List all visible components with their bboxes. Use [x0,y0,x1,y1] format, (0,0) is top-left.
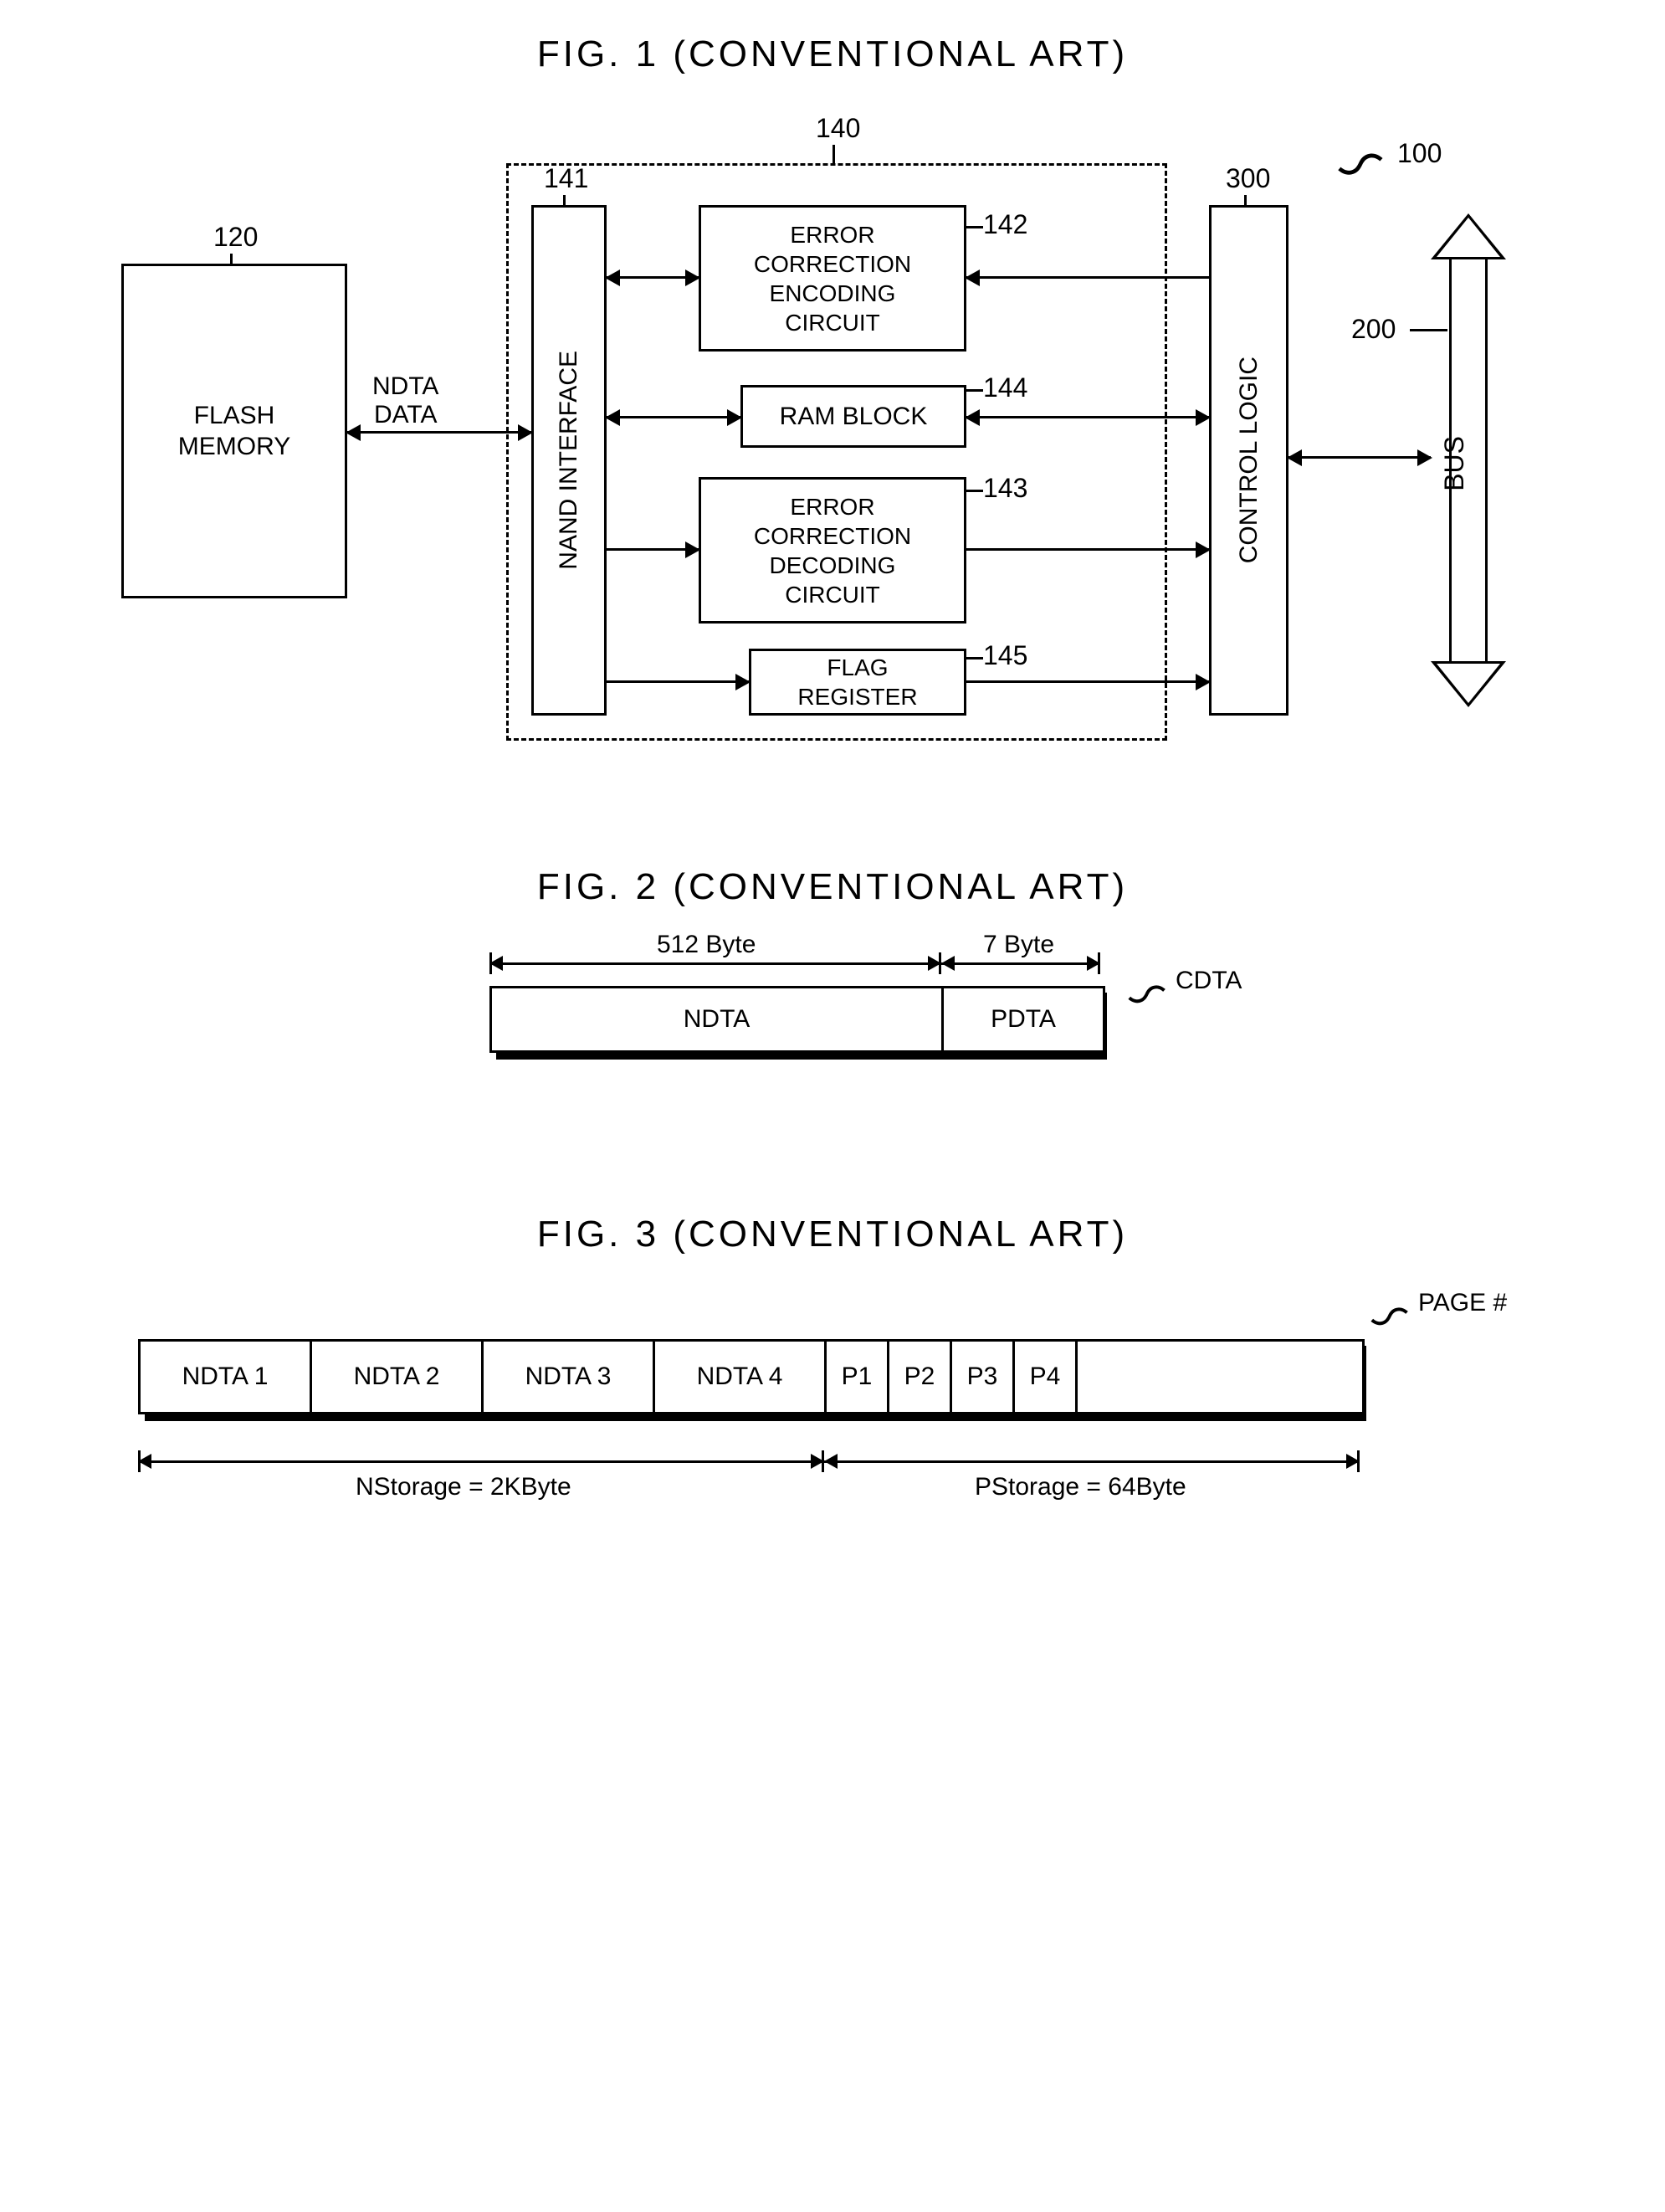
arrow-ctrl-bus [1288,456,1431,459]
arrow-ram-ctrl [966,416,1209,418]
bus-arrow: BUS [1431,213,1506,707]
dim-pdta-label: 7 Byte [983,931,1054,959]
arrow-nand-ecc-dec [607,548,699,551]
fig2-diagram: 512 Byte 7 Byte NDTA PDTA 〜 CDTA [456,937,1209,1121]
ref-120-label: 120 [213,222,258,253]
figure-1: FIG. 1 (CONVENTIONAL ART) 140 FLASH MEMO… [33,33,1632,774]
dim-pstorage-label: PStorage = 64Byte [975,1473,1186,1501]
fig3-cell-1: NDTA 2 [312,1342,484,1412]
arrow-flag-ctrl [966,680,1209,683]
ref-141-leader [563,195,566,205]
ref-144-label: 144 [983,372,1027,403]
bus-label: BUS [1439,436,1470,491]
fig3-diagram: 〜 PAGE # NDTA 1NDTA 2NDTA 3NDTA 4P1P2P3P… [96,1285,1569,1536]
ecc-encode-block: ERROR CORRECTION ENCODING CIRCUIT [699,205,966,352]
flag-register-block: FLAG REGISTER [749,649,966,716]
ref-300-label: 300 [1226,163,1270,194]
fig1-diagram: 140 FLASH MEMORY 120 NAND INTERFACE 141 … [96,105,1569,774]
dim-nstorage [138,1460,824,1463]
nand-interface-block: NAND INTERFACE [531,205,607,716]
fig3-cell-3: NDTA 4 [655,1342,827,1412]
fig1-title: FIG. 1 (CONVENTIONAL ART) [33,33,1632,75]
fig3-cell-7: P4 [1015,1342,1078,1412]
arrow-nand-flag [607,680,749,683]
fig3-title: FIG. 3 (CONVENTIONAL ART) [33,1214,1632,1255]
ref-141-label: 141 [544,163,588,194]
fig3-bar: NDTA 1NDTA 2NDTA 3NDTA 4P1P2P3P4 [138,1339,1365,1414]
control-logic-block: CONTROL LOGIC [1209,205,1288,716]
ref-140-leader [832,145,835,163]
ref-142-leader [966,226,983,228]
figure-3: FIG. 3 (CONVENTIONAL ART) 〜 PAGE # NDTA … [33,1214,1632,1536]
flash-memory-block: FLASH MEMORY [121,264,347,598]
ecc-decode-block: ERROR CORRECTION DECODING CIRCUIT [699,477,966,624]
ref-200-leader [1410,329,1447,331]
ref-300-leader [1244,195,1247,205]
ref-142-label: 142 [983,209,1027,240]
fig3-cell-4: P1 [827,1342,889,1412]
ref-143-leader [966,490,983,492]
arrow-flash-nand [347,431,531,434]
fig3-cell-8 [1078,1342,1362,1412]
fig2-bar: NDTA PDTA [489,986,1105,1053]
ram-block: RAM BLOCK [740,385,966,448]
fig2-title: FIG. 2 (CONVENTIONAL ART) [33,866,1632,908]
ref-143-label: 143 [983,473,1027,504]
dim-ndta [489,962,941,965]
fig3-cell-0: NDTA 1 [141,1342,312,1412]
fig2-pdta-cell: PDTA [944,988,1103,1050]
ref-145-leader [966,657,983,659]
curl-page: 〜 [1359,1280,1419,1351]
fig2-ndta-cell: NDTA [492,988,944,1050]
ref-page-label: PAGE # [1418,1289,1507,1317]
dim-pdta [941,962,1100,965]
ref-144-leader [966,389,983,392]
fig3-cell-6: P3 [952,1342,1015,1412]
ref-120-leader [230,254,233,264]
ref-cdta-label: CDTA [1176,967,1242,995]
ref-145-label: 145 [983,640,1027,671]
ndta-data-label: NDTA DATA [372,372,438,429]
dim-nstorage-label: NStorage = 2KByte [356,1473,571,1501]
nand-interface-label: NAND INTERFACE [553,351,585,570]
ref-100-label: 100 [1397,138,1442,169]
fig3-cell-5: P2 [889,1342,952,1412]
curl-cdta: 〜 [1116,957,1176,1029]
dim-ndta-label: 512 Byte [657,931,756,959]
arrow-nand-ram [607,416,740,418]
arrow-eccenc-ctrl [966,276,1209,279]
curl-100: 〜 [1324,119,1396,204]
ref-140-label: 140 [816,113,860,144]
arrow-nand-ecc-enc [607,276,699,279]
ref-200-label: 200 [1351,314,1396,345]
figure-2: FIG. 2 (CONVENTIONAL ART) 512 Byte 7 Byt… [33,866,1632,1121]
control-logic-label: CONTROL LOGIC [1233,357,1265,563]
fig3-cell-2: NDTA 3 [484,1342,655,1412]
arrow-eccdec-ctrl [966,548,1209,551]
dim-pstorage [824,1460,1360,1463]
